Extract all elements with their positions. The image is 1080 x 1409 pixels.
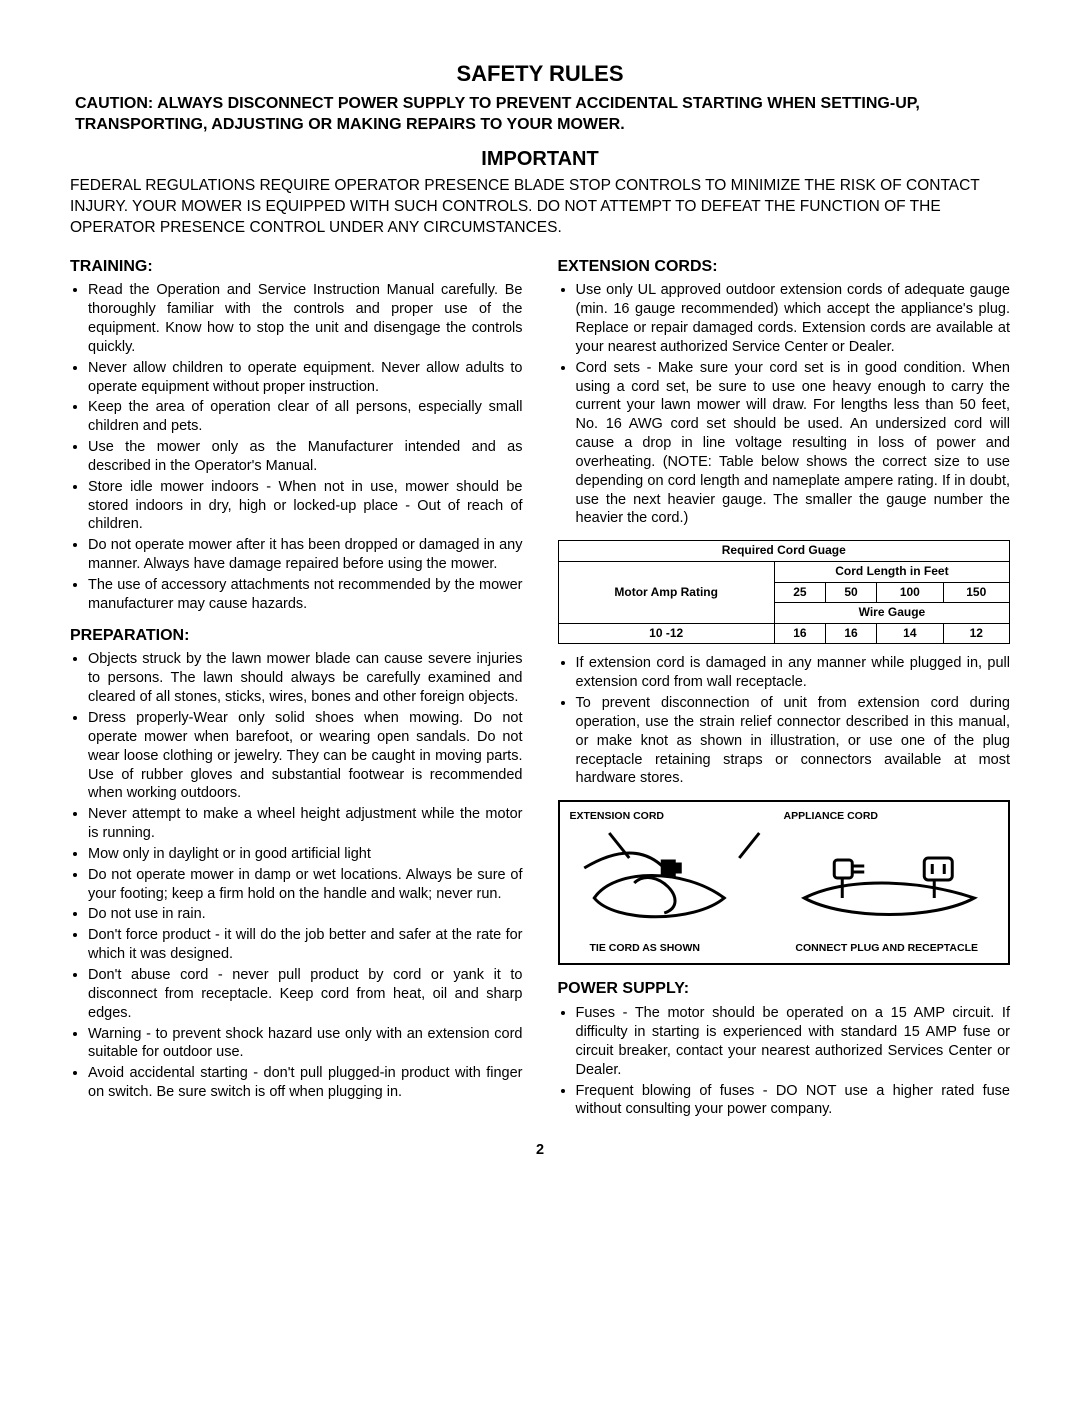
table-cell: 10 -12 xyxy=(558,623,774,644)
power-supply-heading: POWER SUPPLY: xyxy=(558,979,1011,1000)
diagram-label: APPLIANCE CORD xyxy=(783,810,878,824)
list-item: Do not operate mower after it has been d… xyxy=(88,536,523,574)
table-subhead: Wire Gauge xyxy=(774,603,1009,624)
list-item: The use of accessory attachments not rec… xyxy=(88,576,523,614)
list-item: If extension cord is damaged in any mann… xyxy=(576,654,1011,692)
list-item: Never attempt to make a wheel height adj… xyxy=(88,805,523,843)
extension-list-2: If extension cord is damaged in any mann… xyxy=(558,654,1011,788)
training-list: Read the Operation and Service Instructi… xyxy=(70,281,523,613)
list-item: Do not use in rain. xyxy=(88,905,523,924)
list-item: Keep the area of operation clear of all … xyxy=(88,398,523,436)
list-item: Fuses - The motor should be operated on … xyxy=(576,1004,1011,1079)
training-heading: TRAINING: xyxy=(70,257,523,278)
list-item: To prevent disconnection of unit from ex… xyxy=(576,694,1011,788)
list-item: Cord sets - Make sure your cord set is i… xyxy=(576,359,1011,529)
important-title: IMPORTANT xyxy=(70,146,1010,172)
list-item: Frequent blowing of fuses - DO NOT use a… xyxy=(576,1082,1011,1120)
extension-list: Use only UL approved outdoor extension c… xyxy=(558,281,1011,528)
list-item: Don't force product - it will do the job… xyxy=(88,926,523,964)
extension-cords-heading: EXTENSION CORDS: xyxy=(558,257,1011,278)
list-item: Warning - to prevent shock hazard use on… xyxy=(88,1025,523,1063)
list-item: Never allow children to operate equipmen… xyxy=(88,359,523,397)
list-item: Store idle mower indoors - When not in u… xyxy=(88,478,523,535)
list-item: Objects struck by the lawn mower blade c… xyxy=(88,650,523,707)
list-item: Read the Operation and Service Instructi… xyxy=(88,281,523,356)
table-cell: 16 xyxy=(774,623,825,644)
list-item: Dress properly-Wear only solid shoes whe… xyxy=(88,709,523,803)
diagram-label: TIE CORD AS SHOWN xyxy=(590,942,700,956)
page-number: 2 xyxy=(70,1141,1010,1160)
table-rowheader: Motor Amp Rating xyxy=(558,561,774,623)
diagram-label: CONNECT PLUG AND RECEPTACLE xyxy=(795,942,978,956)
list-item: Use the mower only as the Manufacturer i… xyxy=(88,438,523,476)
table-subhead: Cord Length in Feet xyxy=(774,561,1009,582)
list-item: Mow only in daylight or in good artifici… xyxy=(88,845,523,864)
cord-gauge-table: Required Cord Guage Motor Amp Rating Cor… xyxy=(558,540,1011,644)
list-item: Use only UL approved outdoor extension c… xyxy=(576,281,1011,356)
safety-rules-title: SAFETY RULES xyxy=(70,60,1010,89)
list-item: Avoid accidental starting - don't pull p… xyxy=(88,1064,523,1102)
important-text: FEDERAL REGULATIONS REQUIRE OPERATOR PRE… xyxy=(70,176,1010,239)
table-title: Required Cord Guage xyxy=(558,541,1010,562)
table-cell: 16 xyxy=(825,623,876,644)
table-cell: 25 xyxy=(774,582,825,603)
table-cell: 14 xyxy=(877,623,943,644)
table-cell: 12 xyxy=(943,623,1009,644)
table-cell: 50 xyxy=(825,582,876,603)
cord-knot-diagram-icon xyxy=(570,828,999,938)
list-item: Don't abuse cord - never pull product by… xyxy=(88,966,523,1023)
preparation-list: Objects struck by the lawn mower blade c… xyxy=(70,650,523,1101)
list-item: Do not operate mower in damp or wet loca… xyxy=(88,866,523,904)
table-cell: 150 xyxy=(943,582,1009,603)
left-column: TRAINING: Read the Operation and Service… xyxy=(70,249,523,1132)
power-list: Fuses - The motor should be operated on … xyxy=(558,1004,1011,1119)
diagram-label: EXTENSION CORD xyxy=(570,810,665,824)
preparation-heading: PREPARATION: xyxy=(70,626,523,647)
right-column: EXTENSION CORDS: Use only UL approved ou… xyxy=(558,249,1011,1132)
cord-diagram: EXTENSION CORD APPLIANCE CORD xyxy=(558,800,1011,965)
caution-text: CAUTION: ALWAYS DISCONNECT POWER SUPPLY … xyxy=(70,93,1010,136)
table-cell: 100 xyxy=(877,582,943,603)
